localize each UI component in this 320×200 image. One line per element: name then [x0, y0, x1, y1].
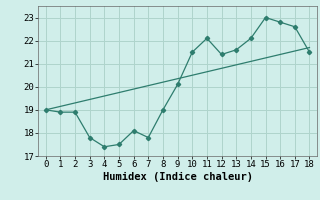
- X-axis label: Humidex (Indice chaleur): Humidex (Indice chaleur): [103, 172, 252, 182]
